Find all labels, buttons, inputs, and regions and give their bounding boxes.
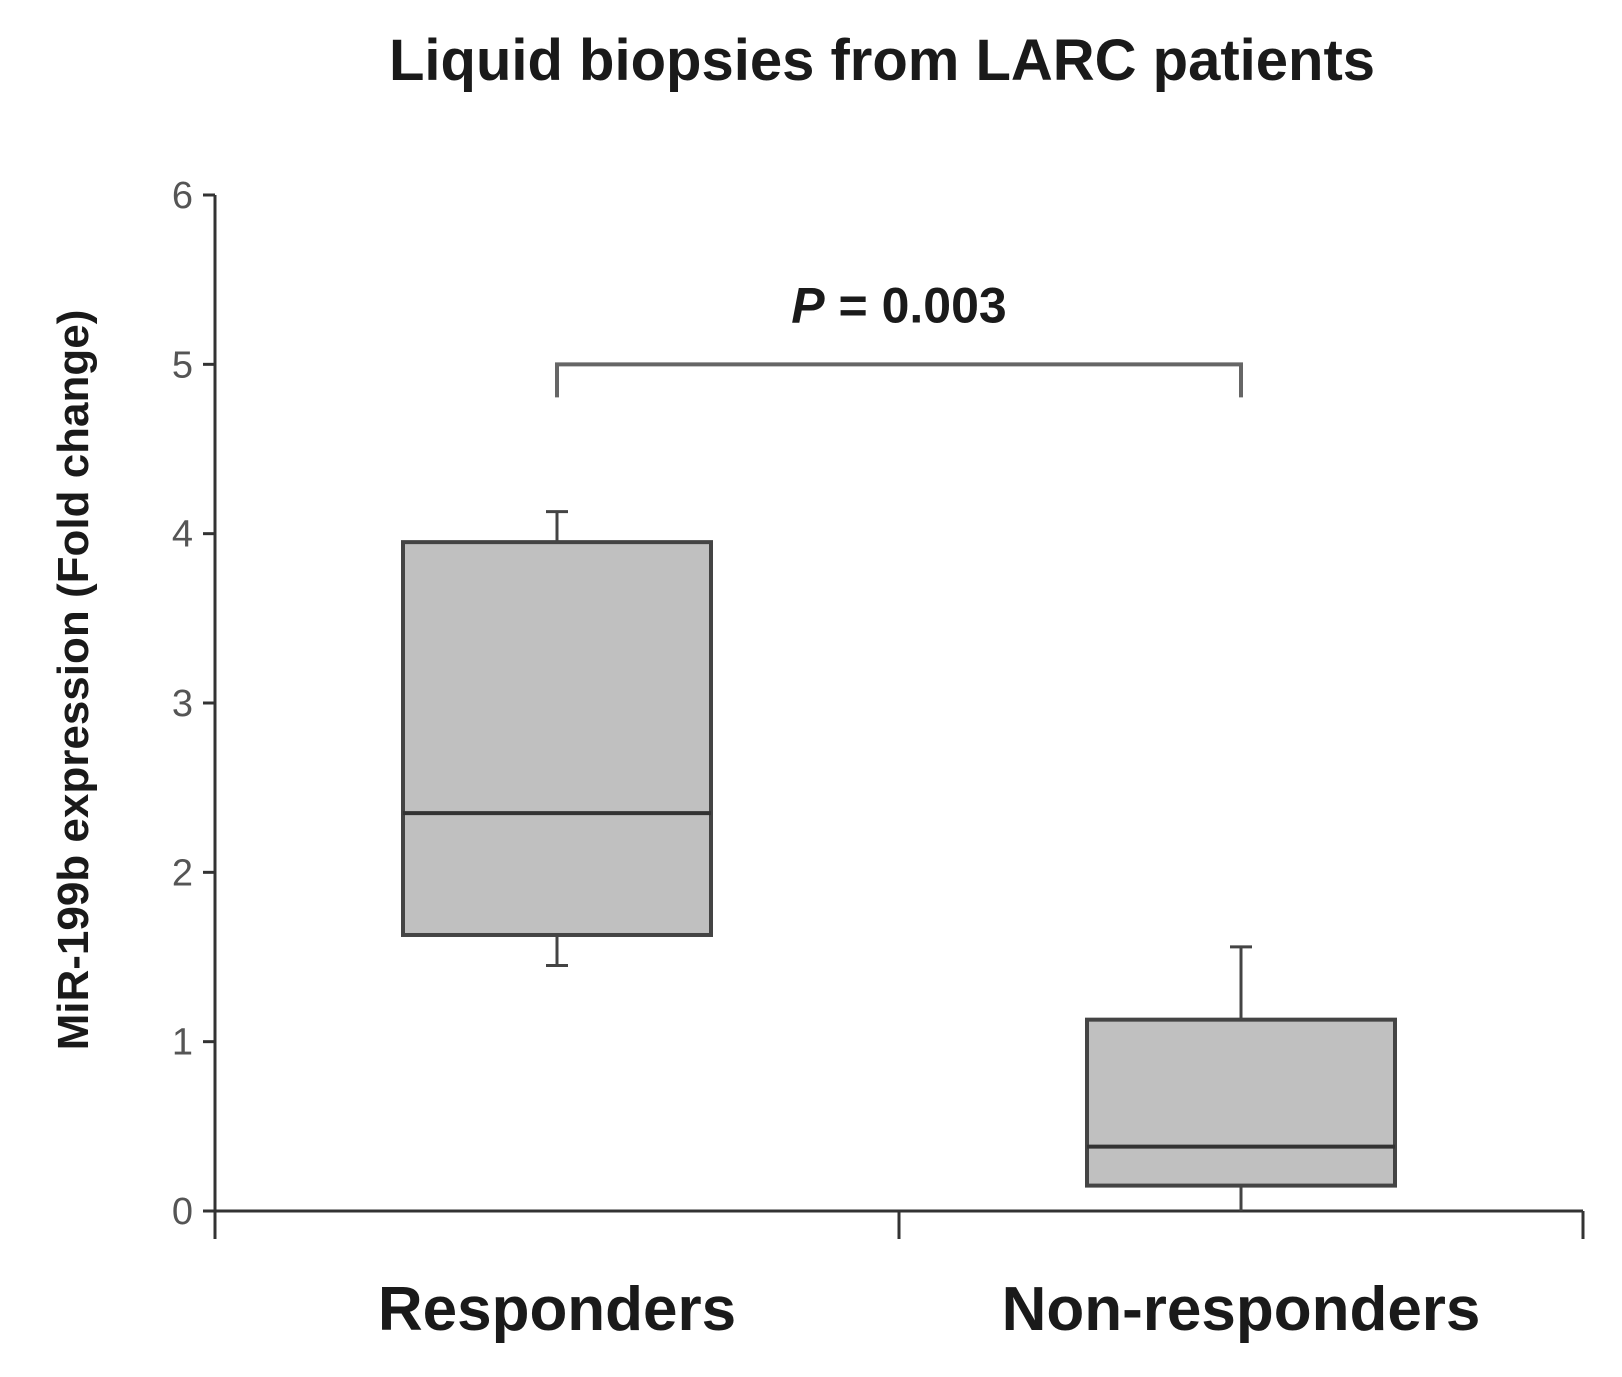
box-non-responders [1085,945,1397,1211]
y-tick-label: 5 [172,344,193,386]
category-label: Responders [378,1275,736,1344]
p-value-symbol: P [791,277,825,333]
iqr-box [401,540,713,937]
significance-bracket [555,362,1243,398]
category-label: Non-responders [1002,1275,1481,1344]
y-axis: 0 1 2 3 4 5 6 [172,175,217,1233]
x-axis [213,1209,1585,1239]
boxes-group [401,510,1397,1211]
y-tick-label: 1 [172,1022,193,1064]
y-axis-label: MiR-199b expression (Fold change) [49,310,98,1051]
chart-title: Liquid biopsies from LARC patients [389,28,1375,93]
iqr-box [1085,1017,1397,1188]
box-responders [401,510,713,967]
y-tick-label: 6 [172,175,193,217]
y-tick-label: 4 [172,514,193,556]
p-value-label: P = 0.003 [791,277,1006,333]
significance-annotation: P = 0.003 [555,277,1243,398]
y-tick-label: 0 [172,1191,193,1233]
y-tick-label: 3 [172,683,193,725]
p-value-number: = 0.003 [825,277,1007,333]
y-tick-label: 2 [172,852,193,894]
category-labels: Responders Non-responders [378,1275,1481,1344]
